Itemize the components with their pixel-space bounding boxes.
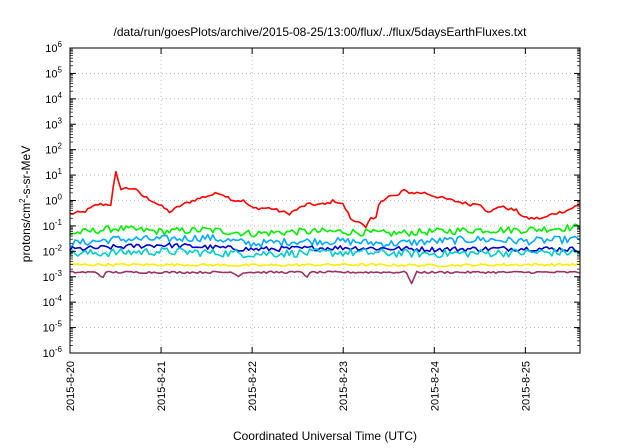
y-tick-label-exp: -5 [55, 320, 63, 329]
y-tick-labels: 10-610-510-410-310-210-11001011021031041… [43, 40, 63, 360]
y-tick-label-base: 10 [43, 297, 55, 309]
grid-lines [70, 48, 580, 353]
y-tick-label-exp: -2 [55, 243, 63, 252]
y-tick-label: 103 [45, 116, 62, 131]
y-tick-label: 104 [45, 91, 62, 106]
x-tick-label: 2015-8-25 [520, 361, 532, 411]
y-tick-label-exp: -6 [55, 345, 63, 354]
y-tick-label: 100 [45, 193, 62, 208]
y-tick-label-exp: 6 [58, 40, 63, 49]
y-tick-label-base: 10 [43, 272, 55, 284]
y-tick-label: 106 [45, 40, 62, 55]
x-tick-label: 2015-8-23 [338, 361, 350, 411]
y-tick-label-exp: 1 [58, 167, 63, 176]
series-line-2 [69, 223, 581, 238]
y-tick-label: 10-5 [43, 320, 63, 335]
series-layer [69, 170, 581, 285]
y-tick-label-exp: -3 [55, 269, 63, 278]
y-axis-label: protons/cm2-s-sr-MeV [18, 146, 33, 262]
y-tick-label-base: 10 [45, 68, 57, 80]
y-tick-label-exp: 3 [58, 116, 63, 125]
y-tick-label-base: 10 [45, 145, 57, 157]
y-tick-label-base: 10 [45, 43, 57, 55]
x-tick-label: 2015-8-22 [247, 361, 259, 411]
y-tick-label: 105 [45, 65, 62, 80]
y-tick-label-base: 10 [45, 119, 57, 131]
y-tick-label: 10-4 [43, 294, 63, 309]
tick-marks [69, 47, 580, 354]
x-axis-label: Coordinated Universal Time (UTC) [233, 429, 417, 443]
y-tick-label: 101 [45, 167, 62, 182]
y-tick-label-base: 10 [45, 170, 57, 182]
series-line-1 [69, 170, 581, 229]
series-line-6 [69, 262, 581, 268]
y-tick-label-exp: 0 [58, 193, 63, 202]
x-tick-label: 2015-8-21 [156, 361, 168, 411]
y-tick-label-base: 10 [43, 323, 55, 335]
y-tick-label-exp: -1 [55, 218, 63, 227]
y-tick-label-base: 10 [43, 348, 55, 360]
y-tick-label: 10-3 [43, 269, 63, 284]
x-tick-label: 2015-8-20 [65, 361, 77, 411]
chart-title: /data/run/goesPlots/archive/2015-08-25/1… [114, 25, 528, 39]
y-tick-label: 10-1 [43, 218, 63, 233]
series-line-7 [69, 270, 581, 285]
y-tick-label-base: 10 [43, 221, 55, 233]
y-tick-label-exp: 2 [58, 142, 63, 151]
series-line-3 [69, 233, 581, 248]
y-tick-label-exp: 4 [58, 91, 63, 100]
y-axis-label-rest: -s-sr-MeV [19, 146, 33, 199]
y-tick-label-exp: 5 [58, 65, 63, 74]
x-tick-label: 2015-8-24 [429, 361, 441, 411]
y-tick-label: 102 [45, 142, 62, 157]
y-tick-label-base: 10 [45, 196, 57, 208]
y-tick-label-exp: -4 [55, 294, 63, 303]
x-tick-labels: 2015-8-20 2015-8-21 2015-8-22 2015-8-23 2015… [65, 361, 532, 411]
series-line-5 [69, 247, 581, 259]
y-axis-label-sup: 2 [18, 198, 27, 203]
y-tick-label: 10-2 [43, 243, 63, 258]
y-tick-label-base: 10 [43, 246, 55, 258]
y-axis-label-base: protons/cm [19, 203, 33, 262]
y-tick-label-base: 10 [45, 94, 57, 106]
y-tick-label: 10-6 [43, 345, 63, 360]
